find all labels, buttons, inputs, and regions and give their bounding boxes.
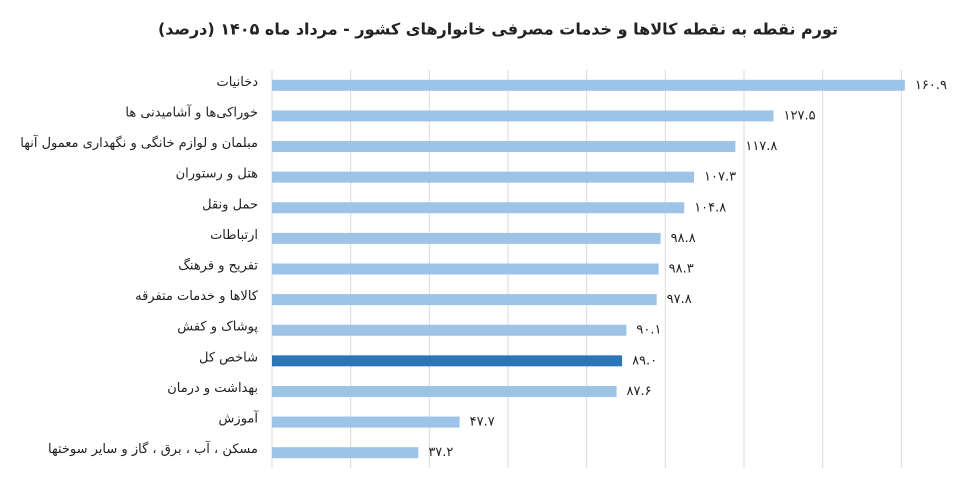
bar xyxy=(272,355,623,367)
category-label: مبلمان و لوازم خانگی و نگهداری معمول آنه… xyxy=(20,134,258,151)
category-label: حمل ونقل xyxy=(202,197,258,212)
category-label: ارتباطات xyxy=(210,228,258,243)
category-label: بهداشت و درمان xyxy=(167,381,258,396)
value-label: ۱۱۷.۸ xyxy=(745,139,777,154)
category-label: پوشاک و کفش xyxy=(177,320,258,335)
value-label: ۱۶۰.۹ xyxy=(915,78,947,93)
bar xyxy=(272,141,736,153)
category-label: مسکن ، آب ، برق ، گاز و سایر سوختها xyxy=(48,440,258,457)
bar xyxy=(272,171,695,183)
category-label: آموزش xyxy=(219,410,260,427)
category-label: خوراکی‌ها و آشامیدنی ها xyxy=(125,103,258,120)
bar xyxy=(272,263,659,275)
category-label: شاخص کل xyxy=(199,350,258,365)
chart-title: تورم نقطه به نقطه کالاها و خدمات مصرفی خ… xyxy=(158,20,838,39)
value-label: ۴۷.۷ xyxy=(470,415,495,430)
value-label: ۹۷.۸ xyxy=(667,292,692,307)
category-label: دخانیات xyxy=(216,75,258,90)
bar xyxy=(272,294,657,306)
value-label: ۱۰۴.۸ xyxy=(694,200,726,215)
value-label: ۳۷.۲ xyxy=(428,445,453,460)
bar xyxy=(272,202,685,214)
category-label: هتل و رستوران xyxy=(176,167,259,182)
bar xyxy=(272,110,774,122)
value-label: ۱۰۷.۳ xyxy=(704,170,736,185)
value-label: ۹۰.۱ xyxy=(636,323,661,338)
value-label: ۹۸.۳ xyxy=(669,262,694,277)
category-label: تفریح و فرهنگ xyxy=(178,258,258,274)
value-label: ۹۸.۸ xyxy=(671,231,696,246)
bar xyxy=(272,416,460,428)
value-label: ۱۲۷.۵ xyxy=(784,108,816,123)
bar xyxy=(272,79,905,91)
bar xyxy=(272,447,419,459)
value-label: ۸۷.۶ xyxy=(627,384,652,399)
bar xyxy=(272,385,617,397)
bar xyxy=(272,324,627,336)
bar xyxy=(272,232,661,244)
category-label: کالاها و خدمات متفرقه xyxy=(135,289,259,304)
value-label: ۸۹.۰ xyxy=(632,353,657,368)
